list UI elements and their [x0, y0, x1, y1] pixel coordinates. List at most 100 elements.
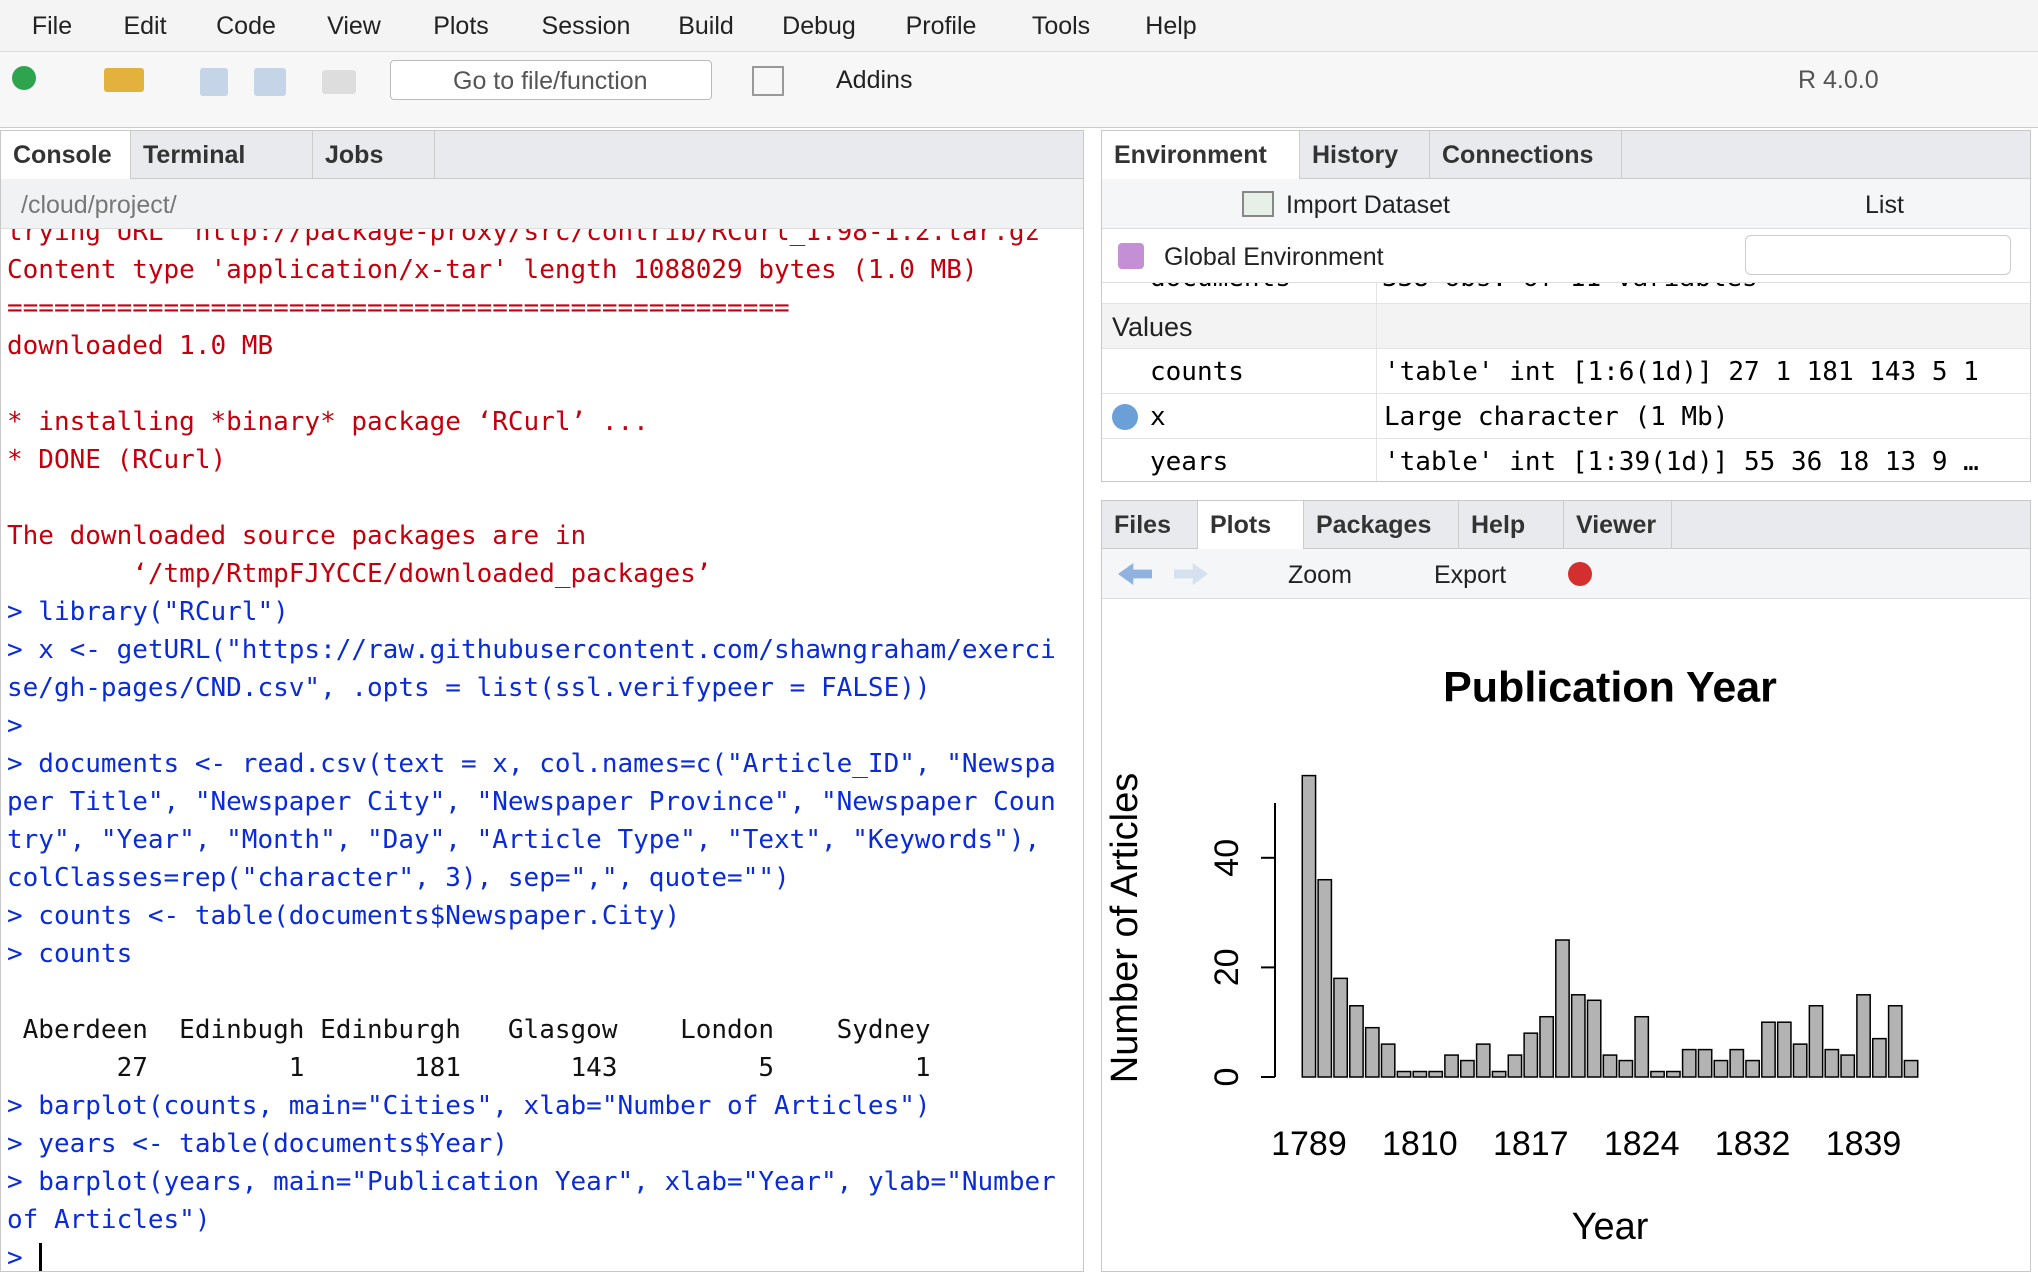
menu-item[interactable]: File: [31, 12, 73, 40]
menu-item[interactable]: Edit: [123, 12, 167, 40]
scope-select[interactable]: Global Environment: [1164, 243, 1384, 271]
tab[interactable]: History: [1300, 131, 1430, 179]
save-icon[interactable]: [200, 68, 228, 96]
bar: [1871, 1037, 1887, 1078]
forward-icon[interactable]: [1174, 563, 1208, 585]
menu-item[interactable]: Help: [1145, 12, 1197, 40]
environment-grid: documents 338 obs. of 11 variables Value…: [1102, 283, 2030, 481]
bar: [1808, 1005, 1824, 1078]
console-line: >: [7, 1243, 23, 1271]
bar: [1745, 1059, 1761, 1078]
bar: [1555, 939, 1570, 1078]
r-version[interactable]: R 4.0.0: [1798, 66, 1879, 94]
print-icon[interactable]: [322, 70, 356, 94]
y-tick-label: 20: [1208, 948, 1246, 986]
value-row[interactable]: years 'table' int [1:39(1d)] 55 36 18 13…: [1102, 439, 2030, 481]
scope-bar: Global Environment: [1102, 229, 2030, 283]
y-tick-label: 40: [1208, 839, 1246, 877]
console-pane: Console Terminal Jobs /cloud/project/ tryi…: [0, 130, 1084, 1272]
bar: [1586, 999, 1602, 1078]
value-row[interactable]: x Large character (1 Mb): [1102, 394, 2030, 439]
remove-plot-icon[interactable]: [1568, 562, 1592, 586]
working-dir: /cloud/project/: [21, 191, 177, 219]
bar: [1459, 1059, 1475, 1078]
console-line: > barplot(years, main="Publication Year"…: [7, 1167, 1056, 1197]
back-icon[interactable]: [1118, 563, 1152, 585]
menu-item[interactable]: Plots: [433, 12, 489, 40]
export-button[interactable]: Export: [1434, 561, 1507, 589]
tab[interactable]: Jobs: [313, 131, 435, 179]
console-line: of Articles"): [7, 1205, 211, 1235]
data-row[interactable]: documents 338 obs. of 11 variables: [1102, 283, 2030, 304]
tab[interactable]: Help: [1459, 501, 1564, 549]
bar: [1681, 1048, 1697, 1078]
menu-item[interactable]: Tools: [1031, 12, 1091, 40]
menu-item[interactable]: Build: [678, 12, 734, 40]
tab[interactable]: Viewer: [1564, 501, 1672, 549]
main-toolbar: Go to file/function Addins R 4.0.0: [0, 52, 2038, 128]
bar: [1729, 1048, 1745, 1078]
var-value: 338 obs. of 11 variables: [1382, 283, 1758, 293]
menu-item[interactable]: Code: [216, 12, 276, 40]
console-line: se/gh-pages/CND.csv", .opts = list(ssl.v…: [7, 673, 931, 703]
tab[interactable]: Packages: [1304, 501, 1459, 549]
search-box[interactable]: [1745, 235, 2011, 275]
var-value: Large character (1 Mb): [1384, 402, 1729, 432]
console-line: downloaded 1.0 MB: [7, 331, 274, 361]
x-tick-label: 1839: [1826, 1125, 1902, 1163]
plot: Publication Year Year Number of Articles 0 2…: [1104, 663, 1919, 1248]
tab[interactable]: Files: [1102, 501, 1198, 549]
bar: [1713, 1059, 1729, 1078]
bar: [1349, 1005, 1364, 1078]
goto-placeholder: Go to file/function: [453, 67, 648, 95]
open-icon[interactable]: [104, 68, 144, 92]
addins-menu[interactable]: Addins: [836, 66, 913, 94]
console-line: ========================================…: [7, 293, 790, 323]
var-name: documents: [1150, 283, 1291, 293]
x-axis-label: Year: [1572, 1206, 1649, 1248]
console-line: > library("RCurl"): [7, 597, 289, 627]
import-dataset[interactable]: Import Dataset: [1286, 191, 1450, 219]
column-divider: [1376, 283, 1377, 481]
bar: [1523, 1032, 1539, 1078]
bar: [1650, 1070, 1665, 1078]
tab[interactable]: Connections: [1430, 131, 1622, 179]
menu-item[interactable]: Debug: [782, 12, 856, 40]
value-row[interactable]: counts 'table' int [1:6(1d)] 27 1 181 14…: [1102, 349, 2030, 394]
bar: [1364, 1026, 1380, 1078]
save-all-icon[interactable]: [254, 68, 286, 96]
bar: [1396, 1070, 1412, 1078]
layout-icon[interactable]: [752, 66, 784, 96]
menu-bar: File Edit Code View Plots Session Build Debug Pr…: [0, 0, 2038, 52]
bar: [1428, 1070, 1444, 1078]
x-tick-label: 1824: [1604, 1125, 1680, 1163]
console-line: colClasses=rep("character", 3), sep=",",…: [7, 863, 790, 893]
menu-item[interactable]: View: [327, 12, 381, 40]
goto-box[interactable]: Go to file/function: [390, 60, 712, 100]
tab[interactable]: Console: [1, 131, 131, 179]
x-tick-label: 1832: [1715, 1125, 1791, 1163]
tab[interactable]: Environment: [1102, 131, 1300, 179]
y-tick-label: 0: [1208, 1068, 1246, 1087]
menu-item[interactable]: Session: [541, 12, 631, 40]
y-axis-label: Number of Articles: [1104, 773, 1146, 1083]
bar: [1444, 1054, 1459, 1078]
menu-item[interactable]: Profile: [905, 12, 977, 40]
zoom-button[interactable]: Zoom: [1288, 561, 1352, 589]
tab[interactable]: Terminal: [131, 131, 313, 179]
tab[interactable]: Plots: [1198, 501, 1304, 549]
bar: [1824, 1048, 1840, 1078]
prompt-row[interactable]: >: [7, 1239, 1083, 1271]
new-file-icon[interactable]: [12, 66, 36, 90]
expand-icon[interactable]: [1112, 404, 1138, 430]
console-line: > counts <- table(documents$Newspaper.Ci…: [7, 901, 681, 931]
view-mode[interactable]: List: [1865, 191, 1904, 219]
console-line: > counts: [7, 939, 133, 969]
cursor: [39, 1243, 42, 1271]
bar: [1475, 1043, 1491, 1078]
plot-title: Publication Year: [1443, 663, 1777, 711]
import-icon: [1242, 191, 1274, 217]
console-line: Content type 'application/x-tar' length …: [7, 255, 978, 285]
